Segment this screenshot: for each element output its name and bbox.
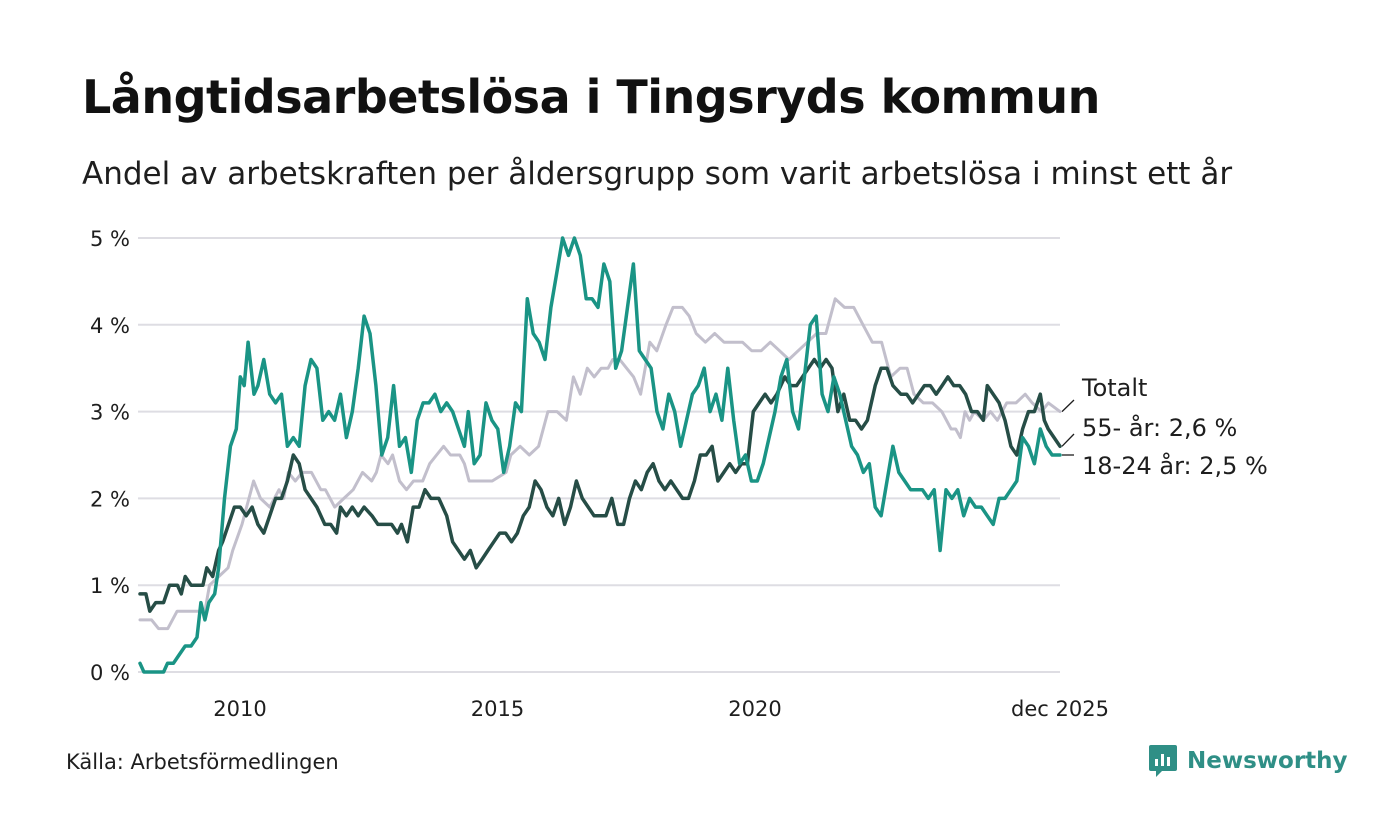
chart-subtitle: Andel av arbetskraften per åldersgrupp s… [82,156,1233,192]
x-tick-label: dec 2025 [1011,697,1109,721]
newsworthy-logo-icon [1149,745,1177,777]
series-end-label: Totalt [1081,374,1147,402]
y-tick-label: 2 % [90,487,130,511]
source-note: Källa: Arbetsförmedlingen [66,750,339,774]
grid-lines [138,237,1060,673]
y-tick-label: 4 % [90,314,130,338]
series-line-1 [138,357,1062,613]
series-lines [138,236,1062,674]
brand-name: Newsworthy [1187,748,1348,774]
series-line-0 [138,297,1062,631]
newsworthy-brand: Newsworthy [1148,743,1348,779]
end-label-leader [1061,399,1075,413]
chart-title: Långtidsarbetslösa i Tingsryds kommun [82,70,1100,124]
series-end-label: 55- år: 2,6 % [1082,413,1237,442]
series-line-2 [138,236,1062,674]
y-axis: 0 % 1 % 2 % 3 % 4 % 5 % [90,227,130,685]
y-tick-label: 0 % [90,661,130,685]
x-tick-label: 2015 [471,697,524,721]
y-tick-label: 3 % [90,401,130,425]
x-tick-label: 2020 [728,697,781,721]
x-tick-label: 2010 [213,697,266,721]
y-tick-label: 1 % [90,574,130,598]
end-label-leader [1061,433,1075,447]
series-end-label: 18-24 år: 2,5 % [1082,451,1268,480]
x-axis: 2010 2015 2020 dec 2025 [213,697,1109,721]
end-labels: Totalt 55- år: 2,6 % 18-24 år: 2,5 % [1061,374,1268,480]
y-tick-label: 5 % [90,227,130,251]
